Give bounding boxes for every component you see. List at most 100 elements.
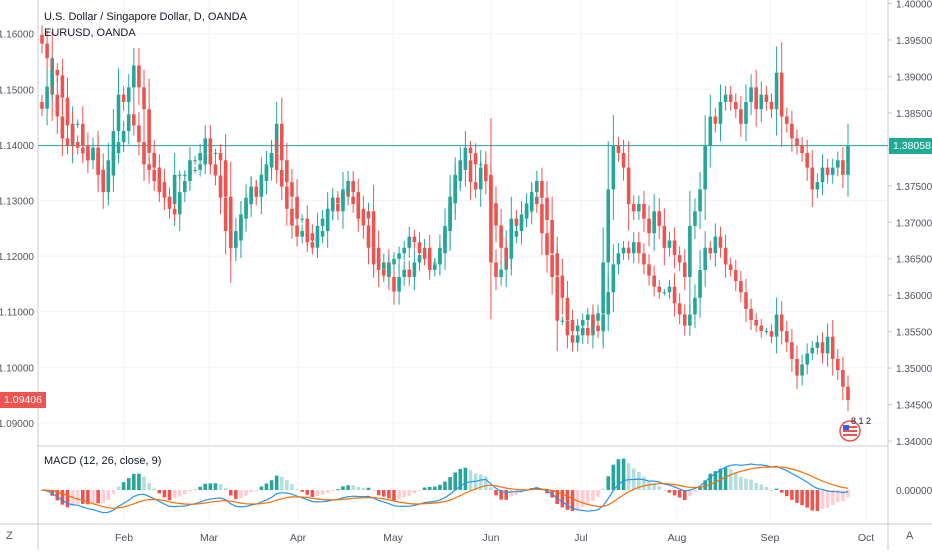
eurusd-candle[interactable] bbox=[147, 157, 151, 177]
usdsgd-candle[interactable] bbox=[698, 171, 702, 229]
eurusd-candle[interactable] bbox=[846, 375, 850, 412]
usdsgd-candle[interactable] bbox=[621, 139, 626, 181]
eurusd-candle[interactable] bbox=[75, 135, 80, 155]
usdsgd-candle[interactable] bbox=[693, 198, 697, 240]
eurusd-candle[interactable] bbox=[535, 171, 539, 203]
usdsgd-candle[interactable] bbox=[121, 85, 126, 111]
usdsgd-candle[interactable] bbox=[713, 107, 718, 133]
eurusd-candle[interactable] bbox=[137, 112, 141, 156]
usdsgd-candle[interactable] bbox=[728, 85, 733, 111]
eurusd-candle[interactable] bbox=[142, 125, 146, 182]
eurusd-candle[interactable] bbox=[545, 181, 549, 237]
usdsgd-candle[interactable] bbox=[647, 205, 651, 247]
eurusd-candle[interactable] bbox=[657, 279, 662, 299]
eurusd-candle[interactable] bbox=[805, 343, 809, 375]
usdsgd-candle[interactable] bbox=[774, 46, 779, 136]
eurusd-candle[interactable] bbox=[524, 193, 529, 225]
eurusd-candle[interactable] bbox=[677, 293, 682, 325]
usdsgd-candle[interactable] bbox=[560, 316, 565, 326]
eurusd-candle[interactable] bbox=[754, 313, 758, 333]
eurusd-candle[interactable] bbox=[733, 259, 738, 292]
eurusd-candle[interactable] bbox=[101, 153, 106, 209]
usdsgd-candle[interactable] bbox=[846, 123, 850, 197]
eurusd-candles[interactable] bbox=[40, 56, 850, 412]
eurusd-candle[interactable] bbox=[499, 208, 503, 265]
eurusd-candle[interactable] bbox=[570, 310, 575, 342]
eurusd-candle[interactable] bbox=[560, 258, 565, 315]
usdsgd-candle[interactable] bbox=[754, 69, 758, 127]
eurusd-candle[interactable] bbox=[718, 226, 723, 258]
eurusd-candle[interactable] bbox=[356, 178, 361, 223]
eurusd-candle[interactable] bbox=[346, 171, 350, 203]
eurusd-candle[interactable] bbox=[422, 246, 427, 266]
eurusd-candle[interactable] bbox=[274, 139, 279, 184]
eurusd-candle[interactable] bbox=[830, 320, 835, 376]
eurusd-candle[interactable] bbox=[193, 166, 197, 174]
eurusd-candle[interactable] bbox=[438, 243, 442, 275]
usdsgd-candle[interactable] bbox=[779, 42, 784, 148]
usdsgd-candle[interactable] bbox=[733, 93, 738, 118]
eurusd-candle[interactable] bbox=[81, 140, 85, 160]
eurusd-candle[interactable] bbox=[116, 132, 121, 164]
eurusd-candle[interactable] bbox=[810, 341, 815, 361]
eurusd-candle[interactable] bbox=[371, 234, 376, 278]
usdsgd-candle[interactable] bbox=[642, 190, 646, 232]
eurusd-candle[interactable] bbox=[387, 254, 391, 286]
eurusd-candle[interactable] bbox=[815, 335, 820, 355]
eurusd-candle[interactable] bbox=[228, 217, 233, 262]
eurusd-candle[interactable] bbox=[45, 69, 49, 126]
eurusd-candle[interactable] bbox=[514, 224, 519, 244]
eurusd-candle[interactable] bbox=[65, 77, 70, 146]
eurusd-candle[interactable] bbox=[621, 241, 626, 260]
eurusd-candle[interactable] bbox=[825, 323, 830, 367]
eurusd-candle[interactable] bbox=[407, 226, 412, 258]
eurusd-candle[interactable] bbox=[652, 265, 656, 297]
eurusd-candle[interactable] bbox=[586, 307, 590, 327]
usdsgd-candle[interactable] bbox=[718, 84, 723, 142]
usdsgd-candle[interactable] bbox=[667, 231, 672, 257]
eurusd-candle[interactable] bbox=[779, 301, 784, 345]
usdsgd-candle[interactable] bbox=[769, 93, 774, 118]
usdsgd-candle[interactable] bbox=[739, 96, 743, 137]
eurusd-candle[interactable] bbox=[91, 137, 95, 169]
eurusd-candle[interactable] bbox=[509, 219, 514, 276]
usdsgd-candle[interactable] bbox=[682, 249, 687, 291]
eurusd-candle[interactable] bbox=[647, 254, 651, 286]
eurusd-candle[interactable] bbox=[55, 63, 60, 83]
usdsgd-candle[interactable] bbox=[616, 136, 621, 162]
usdsgd-candle[interactable] bbox=[626, 141, 631, 231]
eurusd-candle[interactable] bbox=[744, 278, 748, 323]
eurusd-candle[interactable] bbox=[254, 179, 259, 199]
eurusd-candle[interactable] bbox=[300, 224, 304, 244]
eurusd-candle[interactable] bbox=[489, 164, 493, 220]
eurusd-candle[interactable] bbox=[167, 187, 172, 219]
eurusd-candle[interactable] bbox=[60, 58, 65, 115]
usdsgd-candle[interactable] bbox=[830, 158, 835, 184]
eurusd-candle[interactable] bbox=[315, 226, 320, 258]
eurusd-candle[interactable] bbox=[188, 159, 192, 192]
usdsgd-candle[interactable] bbox=[841, 147, 845, 188]
eurusd-candle[interactable] bbox=[111, 136, 116, 193]
eurusd-candle[interactable] bbox=[177, 175, 182, 232]
eurusd-candle[interactable] bbox=[616, 243, 621, 275]
eurusd-candle[interactable] bbox=[40, 94, 44, 117]
eurusd-candle[interactable] bbox=[310, 235, 315, 255]
eurusd-candle[interactable] bbox=[443, 214, 447, 270]
eurusd-candle[interactable] bbox=[417, 232, 422, 264]
eurusd-candle[interactable] bbox=[473, 143, 478, 175]
eurusd-candle[interactable] bbox=[223, 174, 228, 255]
usdsgd-candle[interactable] bbox=[800, 136, 804, 162]
usdsgd-candle[interactable] bbox=[820, 154, 825, 196]
usdsgd-candle[interactable] bbox=[672, 227, 677, 269]
eurusd-candle[interactable] bbox=[723, 234, 728, 278]
usdsgd-candle[interactable] bbox=[402, 260, 406, 286]
eurusd-candle[interactable] bbox=[259, 171, 264, 203]
eurusd-candle[interactable] bbox=[295, 215, 299, 247]
usdsgd-candle[interactable] bbox=[708, 94, 713, 168]
eurusd-candle[interactable] bbox=[279, 156, 284, 200]
eurusd-candle[interactable] bbox=[218, 158, 223, 215]
eurusd-candle[interactable] bbox=[453, 164, 458, 220]
auto-scale-button[interactable]: A bbox=[906, 530, 914, 542]
eurusd-candle[interactable] bbox=[402, 241, 406, 260]
eurusd-candle[interactable] bbox=[642, 243, 646, 275]
